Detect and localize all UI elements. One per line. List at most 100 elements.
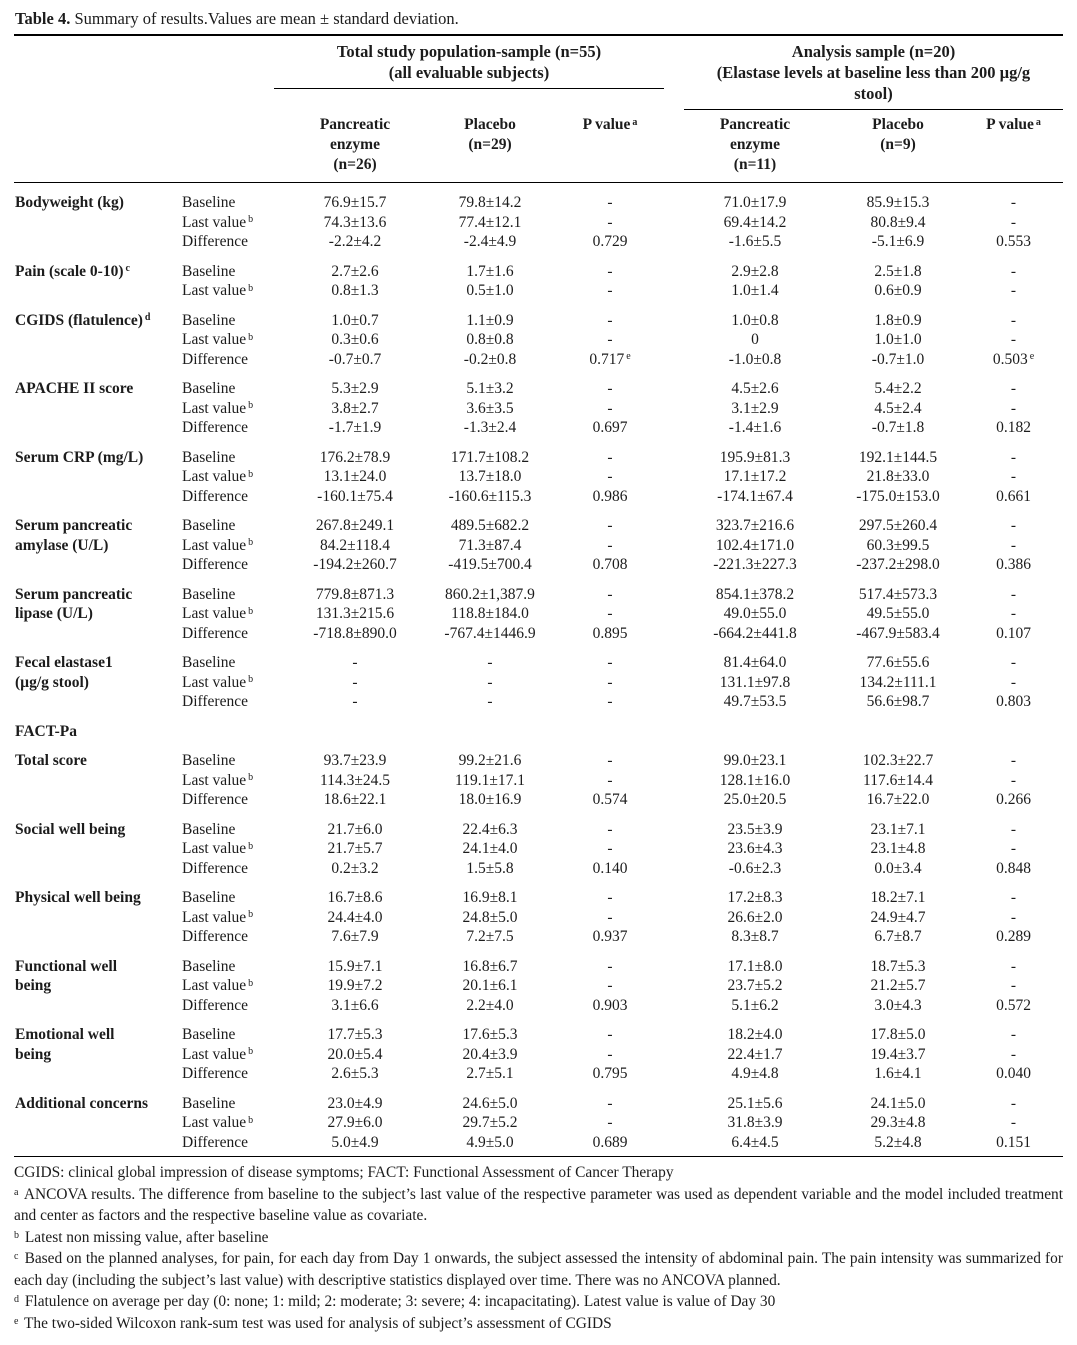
p-value-cell: 0.266 — [996, 791, 1031, 808]
row-sublabel: Last value b — [182, 399, 254, 417]
footnote-ref: b — [248, 977, 254, 989]
p-value-cell: - — [1010, 468, 1017, 485]
value-cell: 1.0±1.0 — [874, 331, 922, 348]
value-cell: 1.1±0.9 — [466, 311, 514, 329]
p-value-cell: - — [607, 977, 613, 994]
table-row: Difference 0.2±3.2 1.5±5.8 0.140 -0.6±2.3 0.0… — [14, 859, 1063, 879]
value-cell: 18.6±22.1 — [323, 791, 387, 808]
value-cell: -5.1±6.9 — [871, 233, 925, 250]
footnote-ref: b — [248, 674, 254, 685]
row-label: Bodyweight (kg) — [15, 194, 124, 211]
value-cell: 2.6±5.3 — [331, 1065, 379, 1082]
table-row: Additional concerns Baseline 23.0±4.9 24.6±… — [14, 1084, 1063, 1114]
row-sublabel: Difference — [182, 233, 248, 250]
p-value-cell: 0.729 — [592, 233, 628, 250]
p-value-cell: - — [1010, 311, 1017, 329]
table-row: Physical well being Baseline 16.7±8.6 16.9±… — [14, 878, 1063, 908]
row-sublabel: Last value b — [182, 1114, 254, 1131]
column-header: Pancreatic enzyme (n=26) — [272, 110, 438, 183]
value-cell: 5.4±2.2 — [874, 380, 922, 397]
p-value-cell: - — [1010, 673, 1017, 691]
row-label: CGIDS (flatulence) d — [15, 311, 151, 329]
p-value-cell: - — [1010, 536, 1017, 554]
row-sublabel: Baseline — [182, 752, 236, 769]
header-group-row: Total study population-sample (n=55) (all… — [14, 36, 1063, 110]
value-cell: -419.5±700.4 — [448, 556, 532, 573]
value-cell: - — [352, 654, 358, 671]
row-sublabel: Difference — [182, 1133, 248, 1151]
value-cell: 0.2±3.2 — [331, 859, 379, 877]
p-value-cell: - — [1010, 399, 1017, 417]
p-value-cell: - — [607, 889, 613, 906]
value-cell: 18.2±4.0 — [727, 1026, 783, 1043]
value-cell: 2.7±2.6 — [331, 262, 379, 280]
row-sublabel: Difference — [182, 556, 248, 573]
value-cell: 49.5±55.0 — [866, 605, 930, 622]
p-value-cell: - — [1010, 448, 1017, 466]
p-value-cell: - — [1010, 1045, 1017, 1063]
row-sublabel: Difference — [182, 624, 248, 642]
table-row: Difference -194.2±260.7 -419.5±700.4 0.708 -… — [14, 555, 1063, 575]
row-sublabel: Difference — [182, 859, 248, 877]
p-value-cell: 0.040 — [996, 1065, 1031, 1082]
value-cell: 23.6±4.3 — [727, 840, 783, 857]
p-value-cell: - — [607, 331, 613, 348]
p-value-cell: - — [1010, 908, 1017, 926]
p-value-cell: - — [1010, 1094, 1017, 1112]
spacer-cell — [14, 110, 272, 183]
footnote-text: Latest non missing value, after baseline — [24, 1228, 269, 1246]
value-cell: 21.7±6.0 — [327, 820, 383, 838]
table-row: Last value b 13.1±24.0 13.7±18.0 - 17.1±17.2 2… — [14, 467, 1063, 487]
value-cell: 102.4±171.0 — [715, 536, 795, 554]
row-sublabel: Difference — [182, 1065, 248, 1082]
value-cell: 18.7±5.3 — [870, 957, 926, 975]
footnote-text: CGIDS: clinical global impression of dis… — [14, 1164, 674, 1181]
value-cell: 0.6±0.9 — [874, 282, 922, 299]
value-cell: -767.4±1446.9 — [444, 624, 536, 642]
p-value-cell: 0.795 — [592, 1065, 628, 1082]
footnote-ref: d — [144, 312, 151, 323]
value-cell: 2.2±4.0 — [466, 996, 514, 1014]
value-cell: 76.9±15.7 — [323, 194, 387, 211]
value-cell: -175.0±153.0 — [856, 487, 940, 505]
table-row: Last value b 19.9±7.2 20.1±6.1 - 23.7±5.2 21.2… — [14, 976, 1063, 996]
value-cell: -718.8±890.0 — [313, 624, 397, 642]
p-value-cell: - — [607, 771, 613, 789]
value-cell: 128.1±16.0 — [719, 771, 791, 789]
table-row: Difference -0.7±0.7 -0.2±0.8 0.717 e -1.0±0.8… — [14, 350, 1063, 370]
row-sublabel: Difference — [182, 350, 248, 368]
value-cell: 3.8±2.7 — [331, 399, 379, 417]
row-sublabel: Last value b — [182, 282, 254, 299]
value-cell: 2.7±5.1 — [466, 1065, 514, 1082]
value-cell: 3.6±3.5 — [466, 399, 514, 417]
footnote: e The two-sided Wilcoxon rank-sum test w… — [14, 1313, 1063, 1335]
p-value-cell: - — [607, 673, 613, 691]
value-cell: 118.8±184.0 — [451, 605, 529, 622]
p-value-cell: - — [1010, 957, 1017, 975]
value-cell: -2.4±4.9 — [463, 233, 517, 250]
row-sublabel: Baseline — [182, 1094, 236, 1112]
table-row: Difference -718.8±890.0 -767.4±1446.9 0.895… — [14, 624, 1063, 644]
table-row: Difference 7.6±7.9 7.2±7.5 0.937 8.3±8.7 6.7±… — [14, 927, 1063, 947]
row-sublabel: Difference — [182, 693, 248, 710]
p-value-cell: - — [1010, 889, 1017, 906]
p-value-cell: - — [607, 262, 613, 280]
row-sublabel: Last value b — [182, 468, 254, 485]
row-sublabel: Baseline — [182, 517, 236, 534]
table-row: Bodyweight (kg) Baseline 76.9±15.7 79.8±14.… — [14, 183, 1063, 213]
value-cell: 3.1±6.6 — [331, 996, 379, 1014]
value-cell: 517.4±573.3 — [858, 585, 938, 603]
group-header: Analysis sample (n=20) (Elastase levels a… — [678, 36, 1063, 110]
value-cell: 24.6±5.0 — [462, 1094, 518, 1112]
spacer-cell — [14, 36, 272, 110]
value-cell: 7.6±7.9 — [331, 928, 379, 945]
value-cell: 131.3±215.6 — [315, 605, 395, 622]
p-value-cell: 0.572 — [996, 996, 1031, 1014]
p-value-cell: - — [1010, 1026, 1017, 1043]
table-row: Difference 3.1±6.6 2.2±4.0 0.903 5.1±6.2 3.0±… — [14, 996, 1063, 1016]
table-row: Serum pancreatic lipase (U/L) Baseline 779.… — [14, 575, 1063, 623]
value-cell: 23.1±7.1 — [870, 820, 926, 838]
footnote-ref: b — [248, 282, 254, 294]
row-label: Functional well being — [15, 957, 118, 995]
value-cell: 27.9±6.0 — [327, 1114, 383, 1131]
